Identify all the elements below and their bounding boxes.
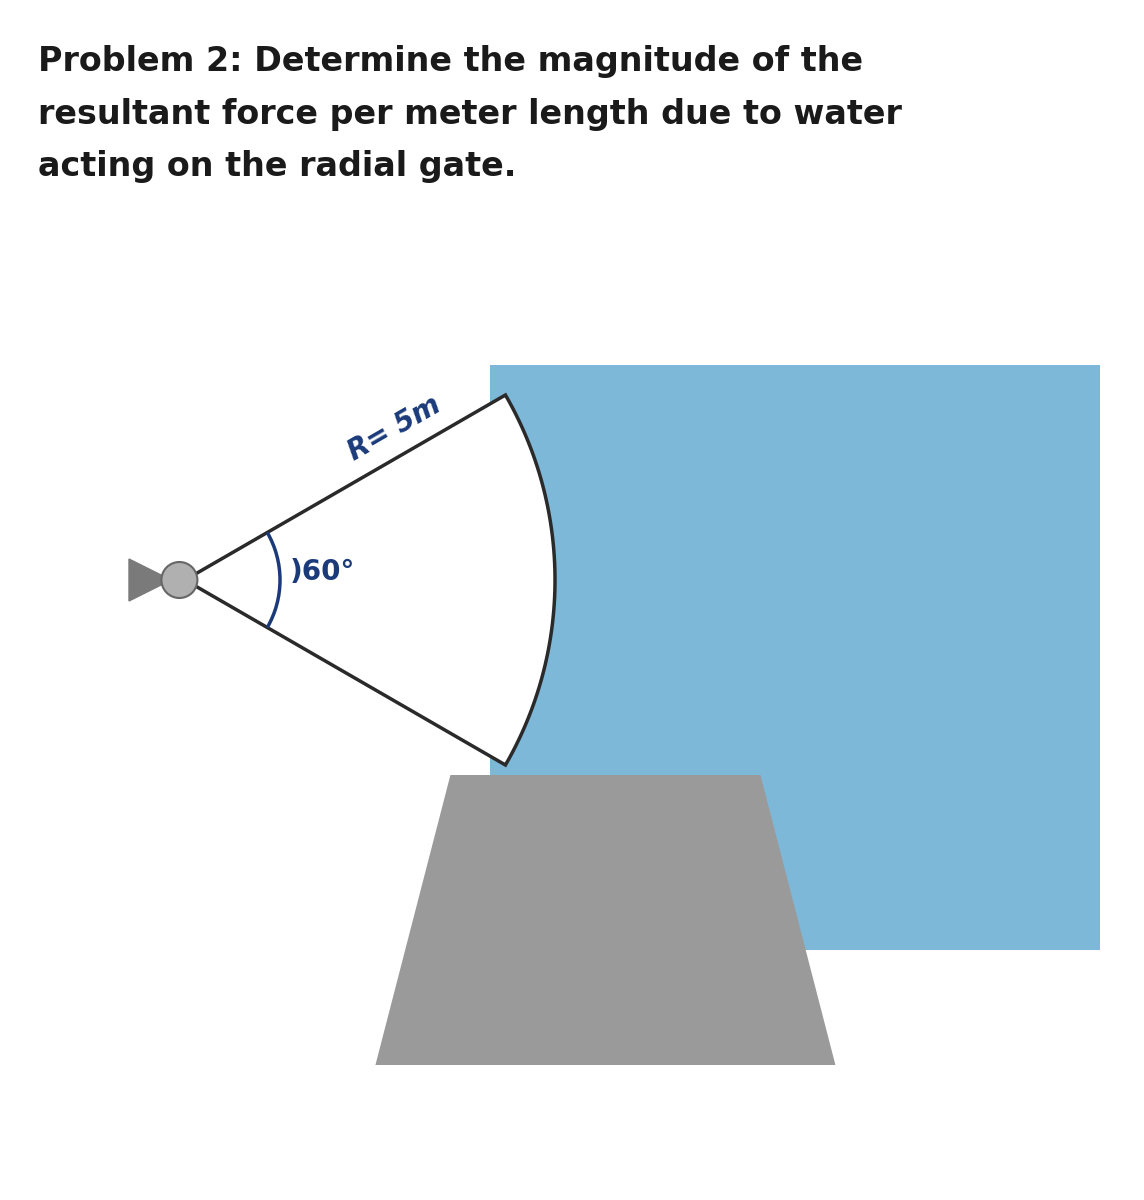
Text: resultant force per meter length due to water: resultant force per meter length due to … (38, 98, 901, 131)
Text: Problem 2: Determine the magnitude of the: Problem 2: Determine the magnitude of th… (38, 44, 863, 78)
Text: )60°: )60° (289, 558, 356, 586)
Polygon shape (375, 775, 835, 1066)
Circle shape (161, 562, 198, 598)
Polygon shape (129, 559, 170, 601)
Polygon shape (491, 365, 1101, 950)
Polygon shape (185, 395, 555, 766)
Text: acting on the radial gate.: acting on the radial gate. (38, 150, 516, 182)
Text: R= 5m: R= 5m (342, 390, 445, 466)
